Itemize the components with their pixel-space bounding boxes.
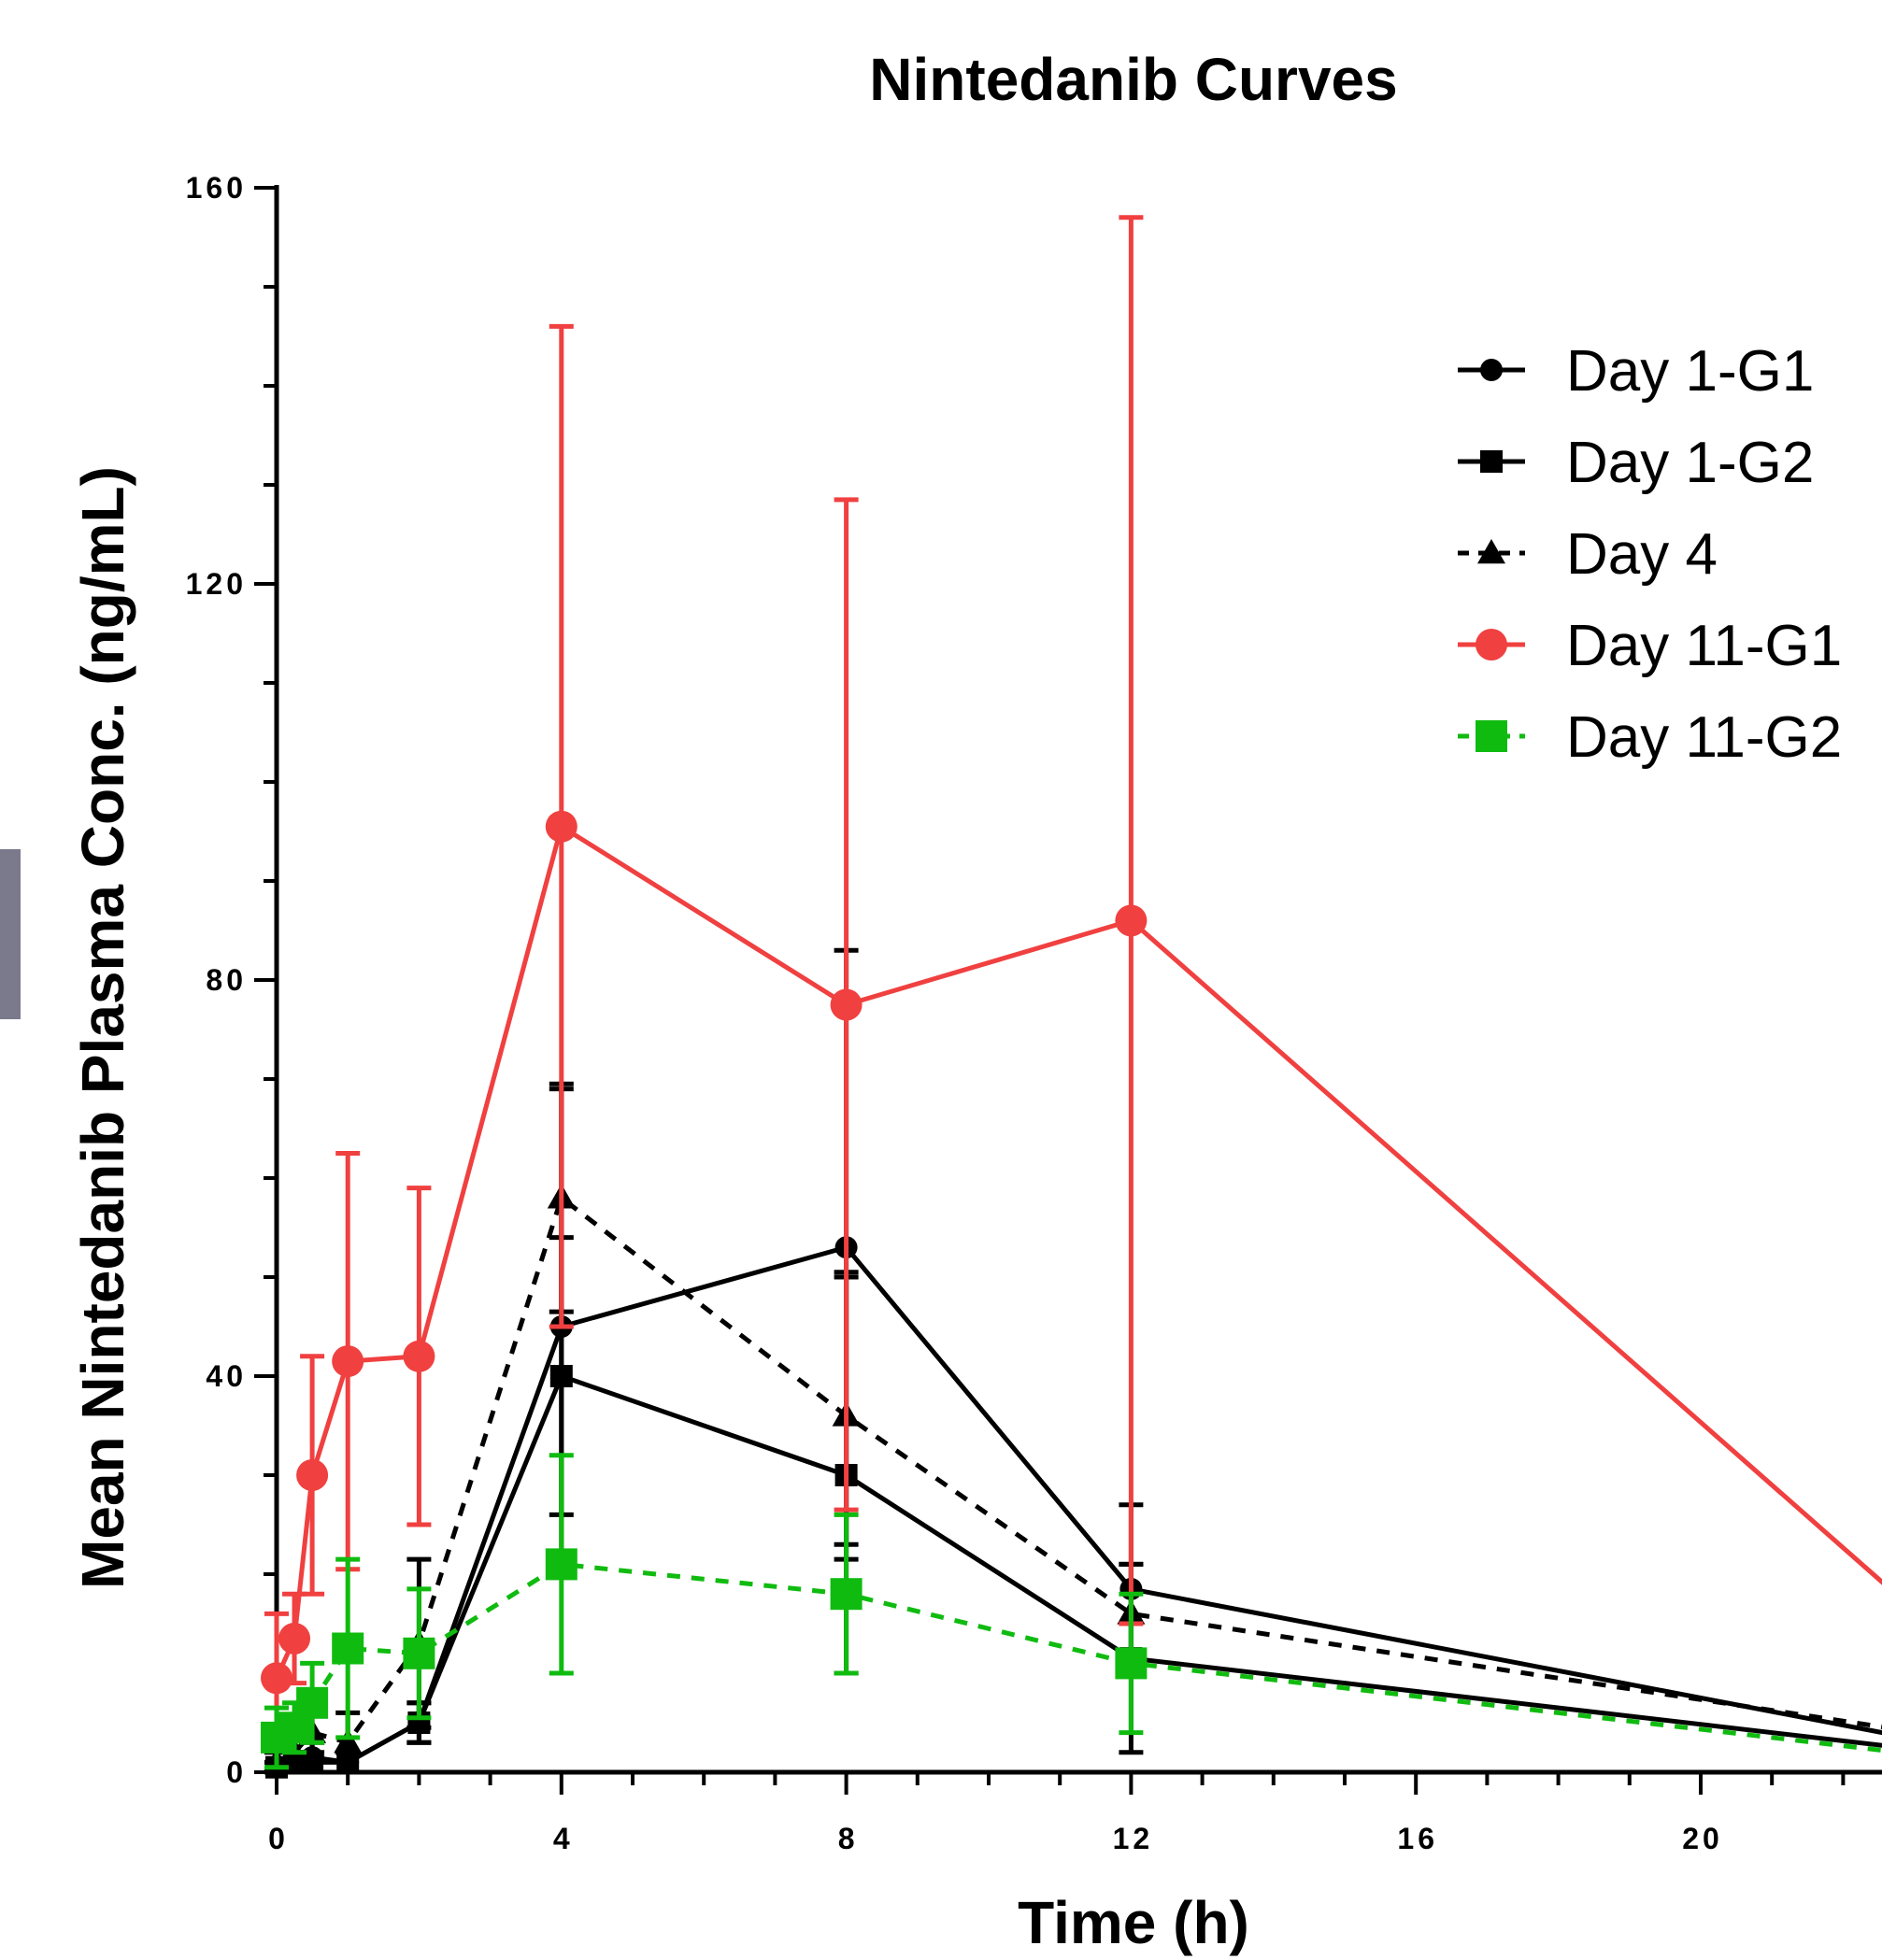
series-day-11-g1 bbox=[261, 215, 1882, 1745]
legend-entry: Day 4 bbox=[1458, 522, 1718, 587]
series-day-4 bbox=[263, 1081, 1882, 1775]
legend-label: Day 1-G1 bbox=[1566, 339, 1814, 404]
data-point bbox=[296, 1686, 329, 1719]
data-point bbox=[1115, 1647, 1148, 1680]
y-tick-label: 160 bbox=[186, 171, 247, 205]
legend-entry: Day 1-G2 bbox=[1458, 431, 1814, 495]
data-point bbox=[261, 1662, 292, 1695]
x-tick-label: 4 bbox=[553, 1822, 574, 1855]
legend-label: Day 4 bbox=[1566, 522, 1718, 587]
data-point bbox=[332, 1345, 364, 1378]
data-point bbox=[1480, 359, 1503, 381]
data-point bbox=[296, 1459, 329, 1491]
y-tick-label: 0 bbox=[226, 1755, 247, 1789]
x-tick-label: 16 bbox=[1397, 1822, 1438, 1855]
data-point bbox=[1477, 539, 1505, 564]
series-line bbox=[274, 824, 1882, 1680]
data-point bbox=[334, 1728, 363, 1754]
data-point bbox=[545, 810, 577, 843]
y-tick-label: 80 bbox=[206, 963, 247, 997]
legend: Day 1-G1 Day 1-G2 Day 4 Day 11-G1 Day 11-G2 bbox=[1458, 339, 1842, 770]
chart-title: Nintedanib Curves bbox=[869, 46, 1397, 113]
x-axis-label: Time (h) bbox=[1018, 1889, 1249, 1956]
data-point bbox=[830, 988, 863, 1021]
x-tick-label: 20 bbox=[1682, 1822, 1723, 1855]
series-group bbox=[261, 215, 1882, 1779]
data-point bbox=[332, 1632, 364, 1665]
data-point bbox=[1115, 904, 1148, 937]
series-day-11-g2 bbox=[261, 1453, 1882, 1770]
y-axis-label: Mean Nintedanib Plasma Conc. (ng/mL) bbox=[69, 466, 136, 1589]
axes: 0 40 80 120 160 0 4 8 12 16 20 bbox=[186, 171, 1882, 1855]
legend-label: Day 1-G2 bbox=[1566, 431, 1814, 495]
data-point bbox=[830, 1578, 863, 1611]
x-tick-label: 8 bbox=[838, 1822, 859, 1855]
legend-entry: Day 11-G2 bbox=[1458, 705, 1842, 770]
data-point bbox=[549, 1365, 573, 1387]
data-point bbox=[545, 1548, 577, 1581]
y-tick-label: 40 bbox=[206, 1359, 247, 1393]
legend-label: Day 11-G1 bbox=[1566, 614, 1842, 678]
legend-label: Day 11-G2 bbox=[1566, 705, 1842, 770]
legend-entry: Day 1-G1 bbox=[1458, 339, 1814, 404]
data-point bbox=[278, 1622, 311, 1655]
legend-entry: Day 11-G1 bbox=[1458, 614, 1842, 678]
data-point bbox=[403, 1637, 435, 1669]
y-tick-label: 120 bbox=[186, 567, 247, 601]
plot-area: 0 40 80 120 160 0 4 8 12 16 20 bbox=[186, 171, 1882, 1855]
series-line bbox=[276, 1373, 1882, 1770]
data-point bbox=[1476, 629, 1507, 660]
left-edge-tab bbox=[0, 849, 21, 1019]
x-tick-label: 12 bbox=[1113, 1822, 1154, 1855]
x-tick-label: 0 bbox=[268, 1822, 289, 1855]
data-point bbox=[1476, 720, 1507, 752]
data-point bbox=[403, 1340, 435, 1372]
series-line bbox=[275, 1561, 1882, 1754]
series-day-1-g2 bbox=[264, 1235, 1882, 1779]
data-point bbox=[1480, 450, 1503, 473]
